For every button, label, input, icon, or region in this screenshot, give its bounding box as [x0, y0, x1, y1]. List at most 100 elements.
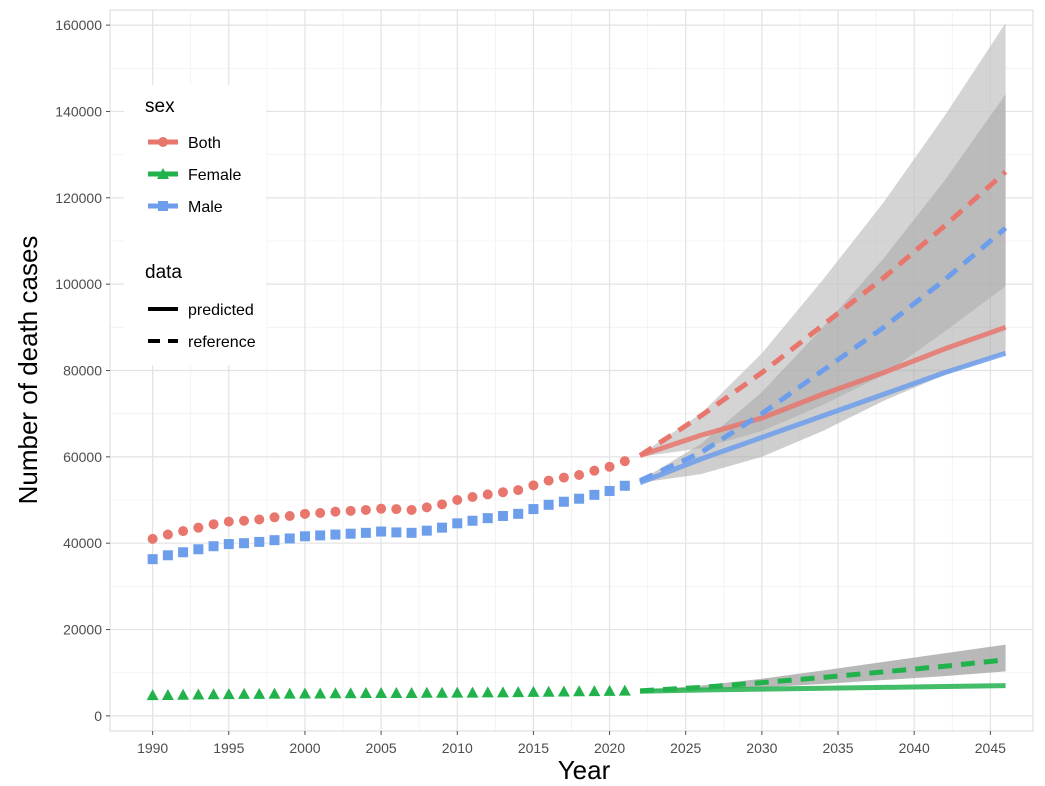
forecast-line-female-reference	[639, 657, 1006, 694]
point-both	[589, 465, 600, 476]
y-tick-label: 100000	[55, 276, 102, 292]
point-both	[543, 475, 554, 486]
confidence-band-female	[640, 644, 1006, 692]
y-tick-label: 0	[94, 708, 102, 724]
axis-layer: 1990 1995 2000 2005 2010 2015 2020 2025 2030 2035…	[55, 9, 1034, 756]
point-both	[315, 507, 326, 518]
legend-label-both: Both	[188, 135, 221, 152]
point-male	[269, 535, 280, 546]
point-male	[208, 541, 219, 552]
point-female	[161, 688, 174, 700]
legend: sex Both Female Male data predicted reference	[124, 85, 266, 365]
forecast-line-male-predicted	[639, 350, 1007, 486]
x-tick-label: 2035	[822, 740, 853, 756]
point-both	[178, 526, 189, 537]
point-female	[344, 687, 357, 699]
point-female	[192, 688, 205, 700]
legend-key-marker-male	[158, 201, 168, 211]
point-male	[558, 496, 569, 507]
point-female	[390, 687, 403, 699]
point-both	[513, 485, 524, 496]
point-both	[299, 508, 310, 519]
point-male	[482, 513, 493, 524]
x-axis-title: Year	[558, 755, 611, 785]
point-female	[420, 686, 433, 698]
point-both	[482, 489, 493, 500]
point-female	[527, 685, 540, 697]
point-male	[406, 527, 417, 538]
point-both	[223, 516, 234, 527]
point-male	[193, 544, 204, 555]
point-female	[405, 687, 418, 699]
legend-background	[124, 85, 266, 365]
point-female	[512, 686, 525, 698]
x-tick-label: 2045	[975, 740, 1006, 756]
point-male	[315, 530, 326, 541]
x-tick-label: 2030	[746, 740, 777, 756]
point-both	[528, 480, 539, 491]
point-female	[207, 688, 220, 700]
x-tick-label: 1990	[137, 740, 168, 756]
point-male	[421, 525, 432, 536]
legend-key-marker-both	[158, 137, 168, 147]
forecast-line-female-predicted	[639, 683, 1006, 694]
point-male	[604, 485, 615, 496]
point-male	[589, 489, 600, 500]
point-male	[619, 480, 630, 491]
point-female	[573, 685, 586, 697]
point-female	[222, 688, 235, 700]
point-female	[283, 687, 296, 699]
point-both	[254, 514, 265, 525]
point-female	[542, 685, 555, 697]
y-tick-label: 60000	[63, 449, 102, 465]
point-female	[238, 687, 251, 699]
y-tick-label: 160000	[55, 17, 102, 33]
point-male	[376, 526, 387, 537]
point-male	[360, 527, 371, 538]
x-tick-label: 2015	[518, 740, 549, 756]
forecast-line-male-reference	[638, 226, 1008, 483]
point-male	[299, 531, 310, 542]
point-both	[558, 472, 569, 483]
point-female	[557, 685, 570, 697]
legend-label-predicted: predicted	[188, 302, 254, 319]
point-both	[421, 502, 432, 513]
point-both	[147, 533, 158, 544]
point-both	[497, 487, 508, 498]
point-both	[437, 499, 448, 510]
point-both	[193, 522, 204, 533]
x-tick-label: 2040	[899, 740, 930, 756]
point-both	[284, 510, 295, 521]
point-male	[437, 522, 448, 533]
legend-label-reference: reference	[188, 334, 256, 351]
forecast-line-both-reference	[638, 170, 1008, 458]
point-male	[254, 536, 265, 547]
point-both	[406, 504, 417, 515]
x-tick-label: 2000	[289, 740, 320, 756]
point-female	[603, 684, 616, 696]
point-both	[345, 505, 356, 516]
point-male	[543, 499, 554, 510]
y-tick-label: 80000	[63, 363, 102, 379]
point-female	[253, 687, 266, 699]
y-tick-label: 140000	[55, 103, 102, 119]
point-female	[481, 686, 494, 698]
y-axis-title: Number of death cases	[13, 236, 43, 505]
y-tick-label: 120000	[55, 190, 102, 206]
legend-label-male: Male	[188, 199, 223, 216]
point-both	[208, 519, 219, 530]
point-male	[452, 518, 463, 529]
point-male	[345, 528, 356, 539]
point-female	[329, 687, 342, 699]
point-female	[496, 686, 509, 698]
point-female	[436, 686, 449, 698]
point-both	[239, 515, 250, 526]
point-male	[497, 510, 508, 521]
point-both	[376, 503, 387, 514]
point-male	[178, 547, 189, 558]
legend-title-sex: sex	[145, 96, 175, 117]
x-tick-label: 2010	[442, 740, 473, 756]
point-male	[147, 554, 158, 565]
point-male	[284, 533, 295, 544]
